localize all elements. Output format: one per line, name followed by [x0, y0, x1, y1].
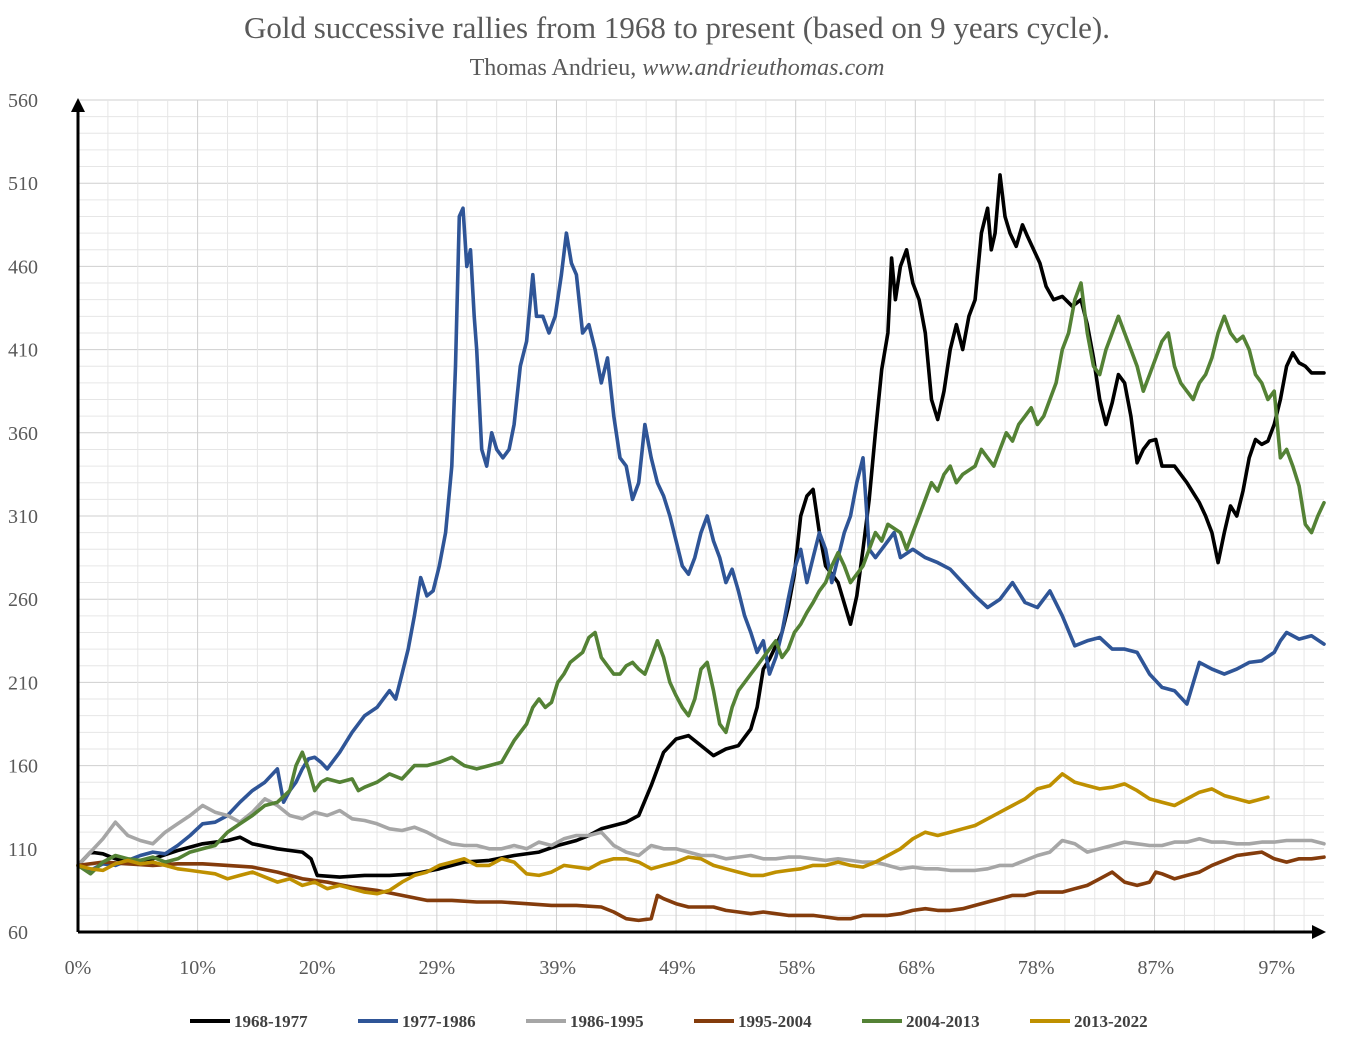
legend-label-1986-1995: 1986-1995	[570, 1012, 644, 1031]
y-tick-label: 210	[8, 672, 38, 694]
y-axis-ticks: 60 110 160 210 260 310 360 410 460 510 560	[8, 90, 38, 944]
series-line-1995-2004	[76, 850, 1326, 923]
x-tick-label: 58%	[779, 957, 816, 979]
x-tick-label: 97%	[1258, 957, 1295, 979]
y-tick-label: 460	[8, 256, 38, 278]
x-tick-label: 87%	[1137, 957, 1174, 979]
chart-title: Gold successive rallies from 1968 to pre…	[244, 10, 1110, 45]
x-tick-label: 0%	[65, 957, 92, 979]
y-tick-label: 360	[8, 423, 38, 445]
series-group	[76, 173, 1326, 923]
y-tick-label: 410	[8, 340, 38, 362]
legend: 1968-1977 1977-1986 1986-1995 1995-2004 2004…	[190, 1012, 1148, 1031]
legend-label-1977-1986: 1977-1986	[402, 1012, 476, 1031]
x-tick-label: 39%	[539, 957, 576, 979]
legend-label-2013-2022: 2013-2022	[1074, 1012, 1148, 1031]
legend-label-2004-2013: 2004-2013	[906, 1012, 980, 1031]
chart-subtitle: Thomas Andrieu, www.andrieuthomas.com	[470, 55, 885, 81]
x-axis-ticks: 0% 10% 20% 29% 39% 49% 58% 68% 78% 87% 97%	[65, 957, 1295, 979]
x-tick-label: 68%	[898, 957, 935, 979]
x-tick-label: 10%	[179, 957, 216, 979]
series-line-1986-1995	[76, 797, 1326, 873]
y-tick-label: 160	[8, 756, 38, 778]
y-tick-label: 560	[8, 90, 38, 112]
series-line-1968-1977	[76, 173, 1326, 879]
legend-label-1968-1977: 1968-1977	[234, 1012, 308, 1031]
chart-subtitle-author: Thomas Andrieu,	[470, 55, 643, 81]
chart-subtitle-url: www.andrieuthomas.com	[642, 55, 884, 81]
x-tick-label: 20%	[299, 957, 336, 979]
x-tick-label: 49%	[659, 957, 696, 979]
y-tick-label: 310	[8, 506, 38, 528]
y-tick-label: 60	[8, 922, 28, 944]
y-tick-label: 510	[8, 173, 38, 195]
x-axis-arrow	[1312, 925, 1326, 939]
x-tick-label: 29%	[419, 957, 456, 979]
legend-label-1995-2004: 1995-2004	[738, 1012, 812, 1031]
grid	[77, 99, 1324, 932]
series-line-1977-1986	[76, 206, 1326, 873]
series-line-2013-2022	[76, 772, 1270, 896]
y-axis-arrow	[71, 98, 85, 112]
axes	[71, 98, 1326, 939]
y-tick-label: 260	[8, 589, 38, 611]
x-tick-label: 78%	[1018, 957, 1055, 979]
y-tick-label: 110	[8, 839, 37, 861]
series-line-2004-2013	[76, 281, 1326, 876]
